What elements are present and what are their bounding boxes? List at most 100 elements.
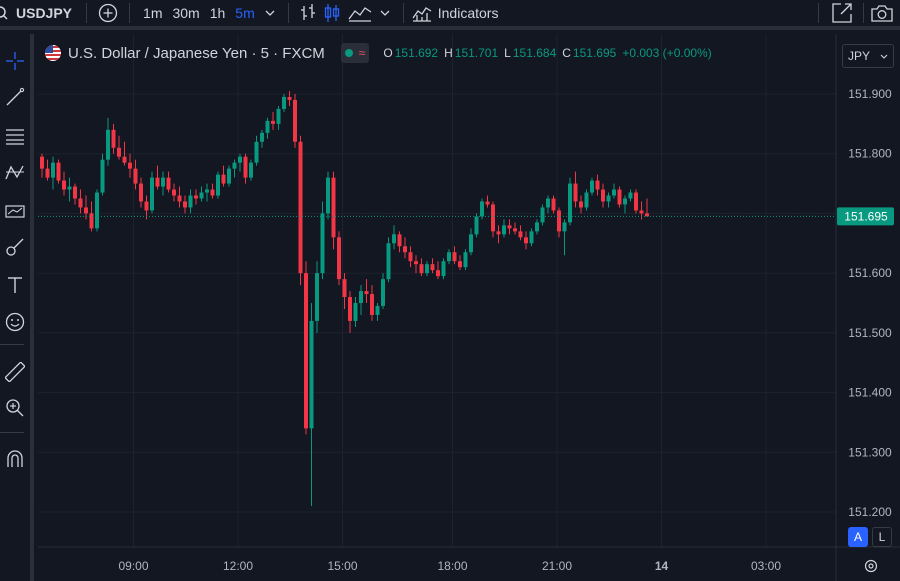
trend-line-tool[interactable]	[0, 82, 30, 112]
candle-body	[62, 180, 66, 190]
candle-body	[210, 189, 215, 196]
ohlc-low-key: L	[504, 46, 511, 60]
candle-body	[78, 198, 83, 208]
forecast-tool[interactable]	[0, 196, 30, 226]
candle-body	[84, 207, 88, 214]
chart-pane[interactable]: 151.900151.800151.700151.600151.500151.4…	[38, 34, 900, 581]
time-tick-label: 09:00	[118, 559, 148, 573]
candle-body	[293, 99, 297, 142]
candle-body	[337, 237, 341, 280]
ohlc-low-value: 151.684	[512, 46, 557, 60]
candle-body	[271, 120, 275, 124]
candle-body	[166, 177, 171, 190]
chart-type-dropdown[interactable]	[375, 0, 395, 28]
candle-body	[298, 141, 303, 274]
price-tick-label: 151.300	[848, 445, 892, 459]
candle-body	[161, 177, 165, 187]
price-tick-label: 151.900	[848, 87, 892, 101]
auto-scale-button[interactable]: A	[848, 527, 868, 547]
gear-icon	[864, 559, 878, 573]
candles-style-button[interactable]	[319, 0, 345, 28]
candle-body	[45, 168, 50, 178]
candle-body	[557, 210, 561, 232]
candle-body	[265, 120, 270, 133]
chevron-down-icon	[380, 10, 390, 16]
measure-tool[interactable]	[0, 357, 30, 387]
delay-icon: ≈	[358, 46, 366, 60]
candle-body	[89, 213, 94, 229]
last-price-line: 151.695	[38, 207, 894, 226]
timeframe-dropdown[interactable]	[260, 0, 280, 28]
icon-tool[interactable]	[0, 307, 30, 337]
candle-body	[320, 213, 325, 274]
ohlc-close-key: C	[562, 46, 571, 60]
symbol-search-button[interactable]: USDJPY	[0, 0, 72, 28]
candle-body	[419, 264, 424, 274]
top-toolbar: USDJPY 1m 30m 1h 5m Indicators	[0, 0, 900, 30]
price-tick-label: 151.600	[848, 266, 892, 280]
candle-body	[480, 201, 484, 217]
last-price-badge	[837, 207, 894, 226]
candle-body	[188, 195, 193, 208]
symbol-label: USDJPY	[16, 5, 73, 21]
candle-body	[452, 252, 457, 262]
toolbar-divider	[863, 3, 864, 23]
price-tick-label: 151.500	[848, 326, 892, 340]
timeframe-1m[interactable]: 1m	[143, 5, 163, 21]
candle-body	[601, 189, 605, 202]
candle-body	[458, 261, 462, 268]
camera-icon	[871, 5, 893, 22]
indicators-button[interactable]: Indicators	[412, 0, 498, 28]
market-open-dot	[344, 49, 353, 57]
time-tick-label: 12:00	[223, 559, 253, 573]
candle-body	[139, 183, 143, 202]
brush-tool[interactable]	[0, 232, 30, 262]
compare-symbol-button[interactable]	[95, 0, 121, 28]
area-style-button[interactable]	[345, 0, 375, 28]
timeframe-5m[interactable]: 5m	[235, 5, 255, 21]
candle-body	[315, 273, 319, 321]
currency-select[interactable]: JPY	[842, 44, 894, 68]
candle-body	[414, 261, 418, 265]
candle-body	[590, 180, 594, 193]
zoom-tool[interactable]	[0, 393, 30, 423]
last-price-label: 151.695	[844, 209, 888, 223]
brush-icon	[6, 238, 24, 256]
candle-body	[260, 132, 264, 142]
fullscreen-button[interactable]	[827, 0, 857, 28]
pattern-tool[interactable]	[0, 158, 30, 188]
market-status-pill[interactable]: ≈	[340, 43, 370, 63]
candle-body	[507, 225, 512, 229]
candle-body	[513, 228, 517, 232]
candle-body	[232, 162, 237, 169]
trend-line-icon	[6, 87, 25, 106]
text-tool[interactable]	[0, 270, 30, 300]
candle-body	[56, 162, 61, 181]
candle-body	[386, 243, 391, 280]
candle-body	[634, 192, 638, 211]
candle-body	[628, 192, 633, 199]
price-chart[interactable]: 151.900151.800151.700151.600151.500151.4…	[38, 34, 900, 581]
forecast-icon	[5, 205, 25, 218]
bars-style-button[interactable]	[297, 0, 319, 28]
log-scale-button[interactable]: L	[872, 527, 892, 547]
expand-icon	[832, 3, 852, 23]
chart-settings-button[interactable]	[861, 556, 881, 576]
snapshot-button[interactable]	[864, 0, 900, 28]
horizontal-lines-icon	[6, 129, 24, 145]
fib-tool[interactable]	[0, 121, 30, 151]
candle-body	[392, 234, 396, 244]
candle-body	[117, 147, 121, 157]
smiley-icon	[5, 312, 25, 332]
timeframe-1h[interactable]: 1h	[209, 5, 226, 21]
currency-value: JPY	[848, 49, 871, 63]
candle-body	[403, 246, 407, 253]
candle-body	[106, 129, 110, 160]
candle-body	[524, 237, 528, 244]
crosshair-tool[interactable]	[0, 46, 30, 76]
magnet-tool[interactable]	[0, 444, 30, 474]
timeframe-30m[interactable]: 30m	[172, 5, 200, 21]
time-tick-label: 18:00	[437, 559, 467, 573]
time-tick-label: 14	[655, 559, 669, 573]
toolbar-divider	[287, 3, 289, 23]
